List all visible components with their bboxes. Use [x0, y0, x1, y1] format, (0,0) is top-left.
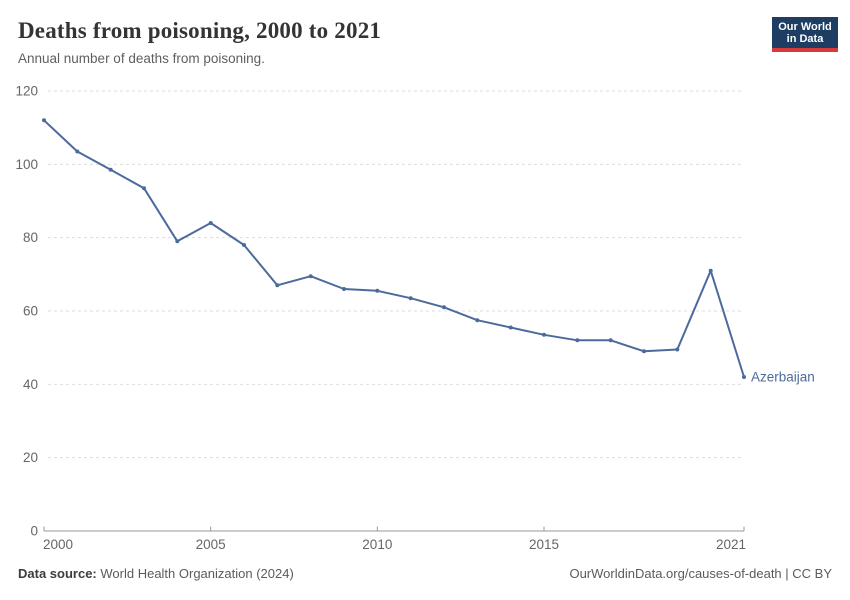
data-point[interactable] [75, 149, 80, 154]
y-tick-label: 0 [30, 524, 38, 539]
x-tick-label: 2000 [43, 537, 73, 552]
owid-logo-line1: Our World [778, 21, 832, 33]
data-point[interactable] [542, 332, 546, 337]
data-point[interactable] [208, 221, 213, 225]
data-point[interactable] [742, 375, 746, 379]
y-tick-label: 60 [23, 304, 38, 319]
data-point[interactable] [42, 118, 46, 123]
y-tick-label: 100 [15, 157, 38, 172]
data-point[interactable] [375, 288, 380, 293]
x-axis: 2000 2005 2010 2015 2021 [43, 526, 746, 552]
x-tick-label: 2005 [196, 537, 226, 552]
y-tick-label: 120 [15, 84, 38, 99]
x-tick-label: 2021 [716, 537, 746, 552]
data-point[interactable] [608, 338, 613, 343]
y-gridlines: 0 20 40 60 80 100 120 [15, 84, 744, 539]
x-tick-label: 2010 [362, 537, 392, 552]
data-point[interactable] [575, 338, 580, 343]
data-point[interactable] [508, 325, 513, 330]
data-point[interactable] [308, 274, 313, 279]
data-source-value: World Health Organization (2024) [100, 566, 294, 581]
data-point[interactable] [408, 296, 413, 301]
x-tick-label: 2015 [529, 537, 559, 552]
chart-title: Deaths from poisoning, 2000 to 2021 [18, 18, 382, 43]
y-tick-label: 80 [23, 230, 38, 245]
credit-link[interactable]: OurWorldinData.org/causes-of-death | CC … [569, 566, 832, 581]
series-line[interactable] [43, 119, 745, 378]
data-point[interactable] [475, 318, 480, 323]
data-point[interactable] [275, 283, 280, 288]
chart-subtitle: Annual number of deaths from poisoning. [18, 51, 265, 66]
y-tick-label: 40 [23, 377, 38, 392]
owid-logo-line2: in Data [786, 33, 824, 45]
data-point[interactable] [675, 347, 680, 352]
data-point[interactable] [342, 287, 346, 291]
data-point[interactable] [242, 243, 246, 247]
data-point[interactable] [642, 349, 646, 354]
data-source: Data source: World Health Organization (… [18, 566, 294, 581]
data-point[interactable] [175, 239, 180, 244]
data-point[interactable] [442, 305, 446, 310]
chart-footer: Data source: World Health Organization (… [18, 566, 832, 581]
data-point[interactable] [708, 268, 713, 273]
data-source-label: Data source: [18, 566, 97, 581]
data-point[interactable] [142, 186, 146, 191]
data-point[interactable] [108, 167, 113, 172]
entity-label[interactable]: Azerbaijan [751, 370, 815, 385]
owid-logo[interactable]: Our World in Data [772, 17, 838, 52]
y-tick-label: 20 [23, 450, 38, 465]
series-azerbaijan[interactable]: Azerbaijan [42, 118, 815, 385]
